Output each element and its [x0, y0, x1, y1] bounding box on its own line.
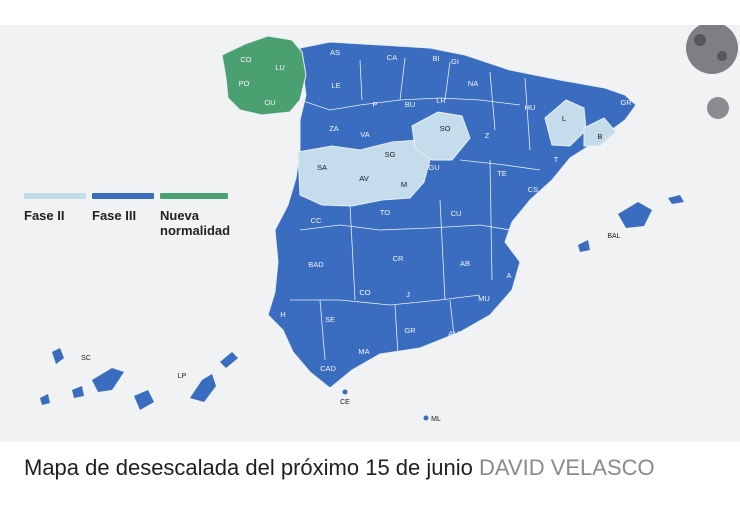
- label-ca: CA: [387, 53, 397, 62]
- label-cc: CC: [311, 216, 322, 225]
- label-z: Z: [485, 131, 490, 140]
- canary-1: [52, 348, 64, 364]
- canary-6: [190, 374, 216, 402]
- label-co: CO: [240, 55, 251, 64]
- label-co-and: CO: [359, 288, 370, 297]
- label-sg: SG: [385, 150, 396, 159]
- legend-item-normal: Nueva normalidad: [160, 193, 230, 238]
- label-t: T: [554, 155, 559, 164]
- label-bu: BU: [405, 100, 415, 109]
- canary-2: [40, 394, 50, 405]
- label-ml: ML: [431, 416, 441, 423]
- label-mu: MU: [478, 294, 490, 303]
- ceuta-dot: [342, 389, 348, 395]
- spain-phase-map: CO LU PO OU AS CA BI GI NA LE P BU LR HU…: [40, 25, 738, 423]
- label-po: PO: [239, 79, 250, 88]
- label-le: LE: [331, 81, 340, 90]
- label-gu: GU: [428, 163, 439, 172]
- label-b: B: [597, 132, 602, 141]
- label-bad: BAD: [308, 260, 324, 269]
- legend-swatch-phase3: [92, 193, 154, 199]
- province-borders: [290, 57, 541, 361]
- label-bi: BI: [432, 54, 439, 63]
- label-cad: CAD: [320, 364, 336, 373]
- phase2-soria: [411, 111, 471, 161]
- caption-credit: DAVID VELASCO: [478, 455, 655, 480]
- label-se: SE: [325, 315, 335, 324]
- legend-item-phase3: Fase III: [92, 193, 154, 223]
- label-ab: AB: [460, 259, 470, 268]
- province-labels: CO LU PO OU AS CA BI GI NA LE P BU LR HU…: [81, 48, 632, 423]
- label-na: NA: [468, 79, 478, 88]
- melilla-dot: [423, 415, 429, 421]
- label-so: SO: [440, 124, 451, 133]
- balearic-islands: [618, 202, 652, 228]
- canary-7: [220, 352, 238, 368]
- label-to: TO: [380, 208, 390, 217]
- mainland-spain: [267, 41, 637, 389]
- label-cu: CU: [451, 209, 462, 218]
- label-sc: SC: [81, 355, 91, 362]
- legend-swatch-phase2: [24, 193, 86, 199]
- label-sa: SA: [317, 163, 327, 172]
- canary-4: [92, 368, 124, 392]
- label-m: M: [401, 180, 407, 189]
- legend-swatch-normal: [160, 193, 228, 199]
- label-alm: ALM: [448, 329, 463, 338]
- canary-5: [134, 390, 154, 410]
- label-l: L: [562, 114, 566, 123]
- label-a: A: [506, 271, 511, 280]
- label-lu: LU: [275, 63, 285, 72]
- label-v: V: [508, 234, 513, 243]
- label-lp: LP: [178, 373, 187, 380]
- map-panel: CO LU PO OU AS CA BI GI NA LE P BU LR HU…: [0, 25, 740, 442]
- label-hu: HU: [525, 103, 536, 112]
- label-gi: GI: [451, 57, 459, 66]
- virus-illustration: [686, 25, 738, 119]
- label-te: TE: [497, 169, 507, 178]
- balearic-islet-2: [578, 240, 590, 252]
- top-band: [0, 0, 740, 25]
- balearic-islet-1: [668, 195, 684, 204]
- label-as: AS: [330, 48, 340, 57]
- label-ma: MA: [358, 347, 369, 356]
- legend-label-normal: Nueva normalidad: [160, 208, 230, 238]
- legend-label-normal-line2: normalidad: [160, 223, 231, 238]
- phase2-center: [297, 139, 431, 207]
- label-gr-cat: GR: [620, 98, 632, 107]
- label-cr: CR: [393, 254, 404, 263]
- phase2-barcelona: [583, 117, 617, 147]
- label-gr: GR: [404, 326, 416, 335]
- canary-3: [72, 386, 84, 398]
- label-va: VA: [360, 130, 369, 139]
- label-za: ZA: [329, 124, 339, 133]
- label-h: H: [280, 310, 285, 319]
- caption-text: Mapa de desescalada del próximo 15 de ju…: [24, 455, 473, 480]
- label-ou: OU: [264, 98, 275, 107]
- label-av: AV: [359, 174, 368, 183]
- legend-label-normal-line1: Nueva: [160, 208, 200, 223]
- legend-item-phase2: Fase II: [24, 193, 86, 223]
- label-cs: CS: [528, 185, 538, 194]
- legend-label-phase2: Fase II: [24, 208, 65, 223]
- legend-label-phase3: Fase III: [92, 208, 137, 223]
- label-ce: CE: [340, 399, 350, 406]
- label-p: P: [372, 100, 377, 109]
- image-caption: Mapa de desescalada del próximo 15 de ju…: [24, 452, 724, 484]
- label-bal: BAL: [607, 233, 620, 240]
- label-lr: LR: [436, 96, 446, 105]
- label-j: J: [406, 290, 410, 299]
